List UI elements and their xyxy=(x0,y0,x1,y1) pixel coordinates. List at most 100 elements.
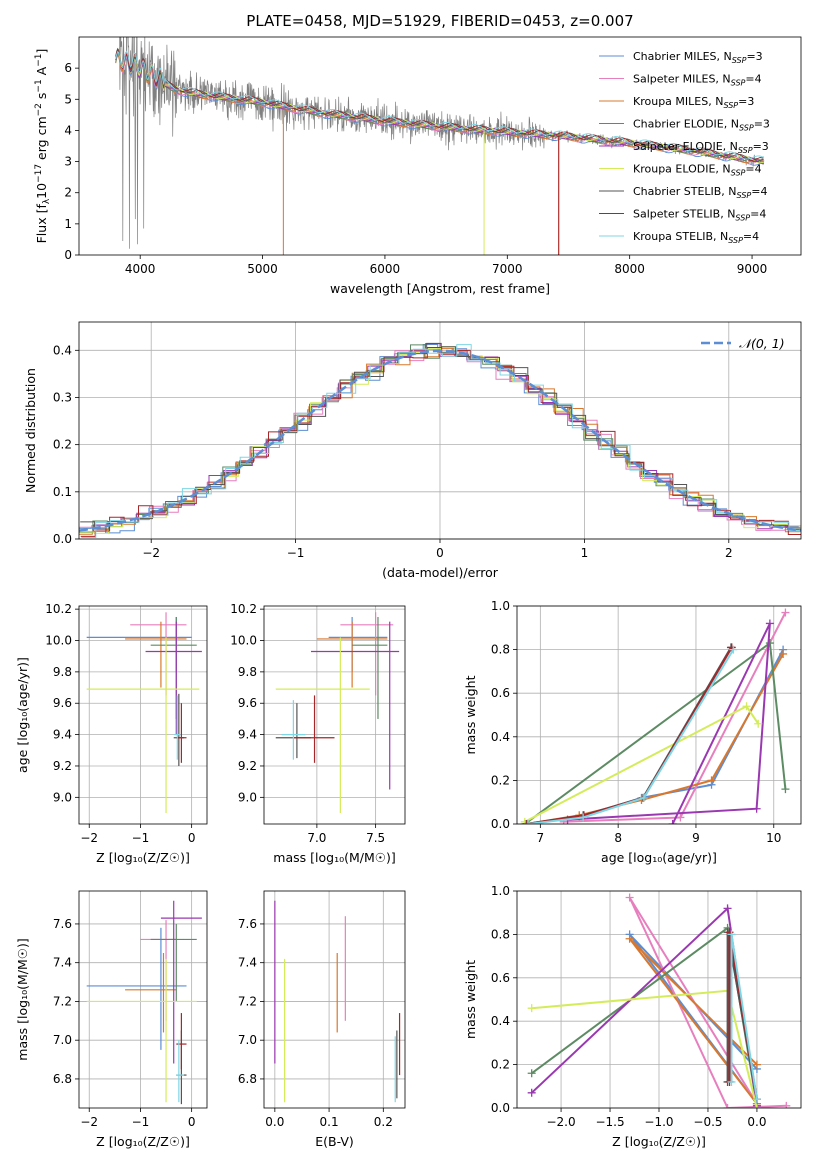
y-tick-label: 6.8 xyxy=(53,1072,72,1086)
panel-weight_vs_age: 7 8 9 10 0.0 0.2 0.4 0.6 0.8 1.0 age [log₁₀(age/yr… xyxy=(463,599,802,865)
x-tick-label: −2.0 xyxy=(546,1115,575,1129)
x-tick-label: 7000 xyxy=(492,262,523,276)
y-tick-label: 9.0 xyxy=(53,790,72,804)
weight-marker-kroupa_elodie xyxy=(742,702,751,711)
weight-marker-kroupa_stelib xyxy=(727,930,736,939)
x-tick-label: 0.0 xyxy=(747,1115,766,1129)
x-tick-label: 0.2 xyxy=(374,1115,393,1129)
y-tick-label: 0.8 xyxy=(491,643,510,657)
weight-line-salpeter_stelib xyxy=(526,646,733,824)
weight-marker-kroupa_elodie xyxy=(527,1004,536,1013)
x-axis-label: E(B-V) xyxy=(315,1134,354,1149)
y-tick-label: 7.0 xyxy=(53,1033,72,1047)
axes-frame xyxy=(263,890,406,1109)
plot-area xyxy=(86,612,202,814)
legend-label: Chabrier ELODIE, NSSP=3 xyxy=(633,118,770,133)
model-line-salpeter_miles xyxy=(115,53,764,165)
x-axis-label: Z [log₁₀(Z/Z☉)] xyxy=(96,1134,190,1149)
weight-marker-kroupa_miles xyxy=(625,934,634,943)
y-tick-label: 0.6 xyxy=(491,686,510,700)
legend-label: Chabrier MILES, NSSP=3 xyxy=(633,50,763,65)
y-tick-label: 6.8 xyxy=(238,1072,257,1086)
spectrum-legend: Chabrier MILES, NSSP=3 Salpeter MILES, NS… xyxy=(599,50,770,245)
x-tick-label: 1 xyxy=(581,546,589,560)
legend-label: Salpeter MILES, NSSP=4 xyxy=(633,73,762,88)
y-tick-label: 9.4 xyxy=(238,728,257,742)
y-tick-label: 0.4 xyxy=(491,1014,510,1028)
weight-marker-kroupa_miles xyxy=(779,649,788,658)
model-line-chabrier_stelib xyxy=(115,47,764,163)
y-axis-label: mass weight xyxy=(463,960,478,1039)
panel-mass_vs_Z: −2 −1 0 6.8 7.0 7.2 7.4 7.6 Z [log₁₀(Z/Z☉)] mass … xyxy=(15,890,208,1149)
model-line-salpeter_elodie xyxy=(115,50,764,165)
y-tick-label: 9.4 xyxy=(53,728,72,742)
y-tick-label: 9.8 xyxy=(238,665,257,679)
x-axis-label: mass [log₁₀(M/M☉)] xyxy=(273,850,395,865)
weight-marker-kroupa_stelib xyxy=(729,645,738,654)
y-tick-label: 1 xyxy=(64,217,72,231)
axes-frame xyxy=(263,605,406,825)
axes-frame xyxy=(78,890,208,1109)
legend-label: Kroupa MILES, NSSP=3 xyxy=(633,95,754,110)
x-tick-label: 9000 xyxy=(737,262,768,276)
weight-marker-salpeter_elodie xyxy=(765,619,774,628)
weight-marker-salpeter_stelib xyxy=(523,820,532,824)
panel-residuals: −2 −1 0 1 2 0.0 0.1 0.2 0.3 0.4 (data-model)/error… xyxy=(23,321,802,580)
hist-step-kroupa_stelib xyxy=(81,344,801,538)
y-tick-label: 0.6 xyxy=(491,971,510,985)
weight-marker-chabrier_elodie xyxy=(527,1069,536,1078)
y-tick-label: 7.0 xyxy=(238,1033,257,1047)
y-tick-label: 0.2 xyxy=(53,438,72,452)
x-tick-label: −1 xyxy=(132,1115,150,1129)
hist-step-salpeter_stelib xyxy=(80,347,801,537)
legend-label: Kroupa STELIB, NSSP=4 xyxy=(633,230,759,245)
y-tick-label: 7.4 xyxy=(53,956,72,970)
weight-marker-salpeter_miles xyxy=(781,608,790,617)
x-tick-label: 8 xyxy=(614,831,622,845)
y-tick-label: 7.6 xyxy=(238,917,257,931)
y-tick-label: 1.0 xyxy=(491,599,510,613)
x-tick-label: −0.5 xyxy=(693,1115,722,1129)
model-line-kroupa_stelib xyxy=(115,50,765,160)
x-axis-label: Z [log₁₀(Z/Z☉)] xyxy=(612,1134,706,1149)
weight-marker-chabrier_elodie xyxy=(765,639,774,648)
x-tick-label: 6000 xyxy=(370,262,401,276)
y-tick-label: 0.3 xyxy=(53,390,72,404)
hist-step-chabrier_stelib xyxy=(80,342,801,530)
x-tick-label: 0 xyxy=(436,546,444,560)
weight-marker-kroupa_miles xyxy=(752,1060,761,1069)
y-tick-label: 9.2 xyxy=(238,759,257,773)
plot-area xyxy=(527,893,791,1108)
y-tick-label: 0 xyxy=(64,248,72,262)
legend-label: Salpeter ELODIE, NSSP=3 xyxy=(633,140,769,155)
plot-area xyxy=(275,612,400,814)
y-tick-label: 9.6 xyxy=(238,696,257,710)
weight-marker-kroupa_stelib xyxy=(727,1077,736,1086)
x-tick-label: 0.0 xyxy=(265,1115,284,1129)
x-tick-label: −2 xyxy=(80,831,98,845)
y-tick-label: 9.2 xyxy=(53,759,72,773)
weight-marker-salpeter_miles xyxy=(782,1101,791,1108)
y-tick-label: 0.2 xyxy=(491,1058,510,1072)
legend-label: Chabrier STELIB, NSSP=4 xyxy=(633,185,767,200)
weight-marker-kroupa_stelib xyxy=(579,813,588,822)
y-tick-label: 5 xyxy=(64,92,72,106)
axes-frame xyxy=(78,605,208,825)
y-tick-label: 3 xyxy=(64,155,72,169)
weight-marker-kroupa_stelib xyxy=(752,1095,761,1104)
figure-title: PLATE=0458, MJD=51929, FIBERID=0453, z=0… xyxy=(246,12,634,30)
y-tick-label: 7.4 xyxy=(238,956,257,970)
x-tick-label: 8000 xyxy=(614,262,645,276)
x-tick-label: 0.1 xyxy=(320,1115,339,1129)
y-axis-label: mass weight xyxy=(463,675,478,754)
y-tick-label: 10.2 xyxy=(230,602,257,616)
y-axis-label: Flux [fλ10−17 erg cm−2 s−1 A−1] xyxy=(34,49,52,244)
x-tick-label: 7 xyxy=(537,831,545,845)
weight-marker-chabrier_stelib xyxy=(522,820,531,824)
weight-line-kroupa_stelib xyxy=(527,649,735,824)
normal-curve xyxy=(79,349,801,532)
y-tick-label: 0.0 xyxy=(491,1101,510,1115)
y-tick-label: 0.0 xyxy=(491,817,510,831)
weight-line-salpeter_elodie xyxy=(567,622,771,824)
